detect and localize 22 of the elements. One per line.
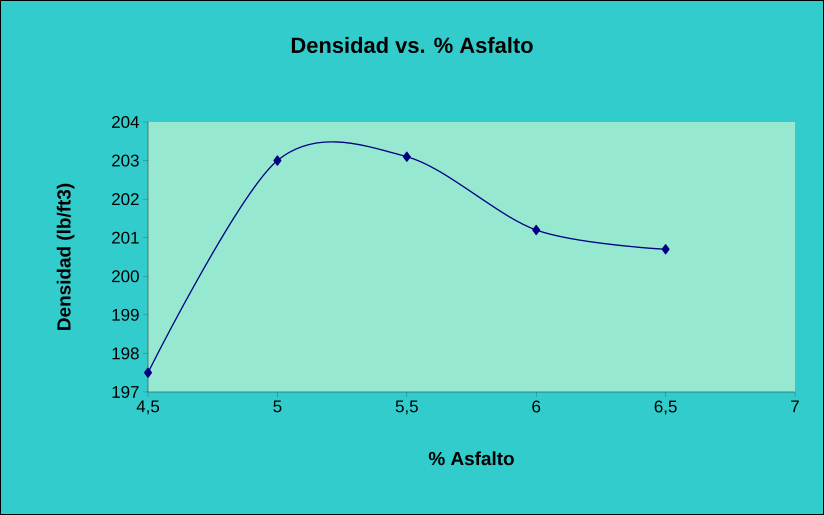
x-tick-label: 6,5 — [654, 400, 677, 414]
point — [273, 155, 282, 166]
chart-title: Densidad vs. % Asfalto — [292, 36, 533, 54]
y-tick-label: 199 — [112, 308, 139, 321]
x-tick-label: 4,5 — [136, 400, 160, 414]
y-tick-label: 201 — [112, 232, 139, 244]
y-tick-label: 197 — [112, 386, 139, 398]
y-tick-label: 198 — [112, 347, 139, 360]
y-tick-label: 200 — [112, 270, 139, 282]
y-axis-title: Densidad (lb/ft3) — [56, 184, 74, 330]
point — [402, 152, 411, 162]
y-tick-label: 204 — [112, 116, 139, 128]
x-tick-label: 5 — [273, 400, 282, 412]
x-tick-label: 7 — [791, 400, 799, 412]
point — [662, 244, 670, 254]
point — [144, 368, 152, 378]
x-tick-label: 6 — [532, 400, 540, 412]
point — [532, 224, 540, 236]
y-tick-label: 202 — [112, 193, 139, 206]
y-tick-label: 203 — [112, 154, 139, 167]
x-axis-title: % Asfalto — [428, 451, 514, 466]
x-tick-label: 5,5 — [396, 400, 418, 414]
